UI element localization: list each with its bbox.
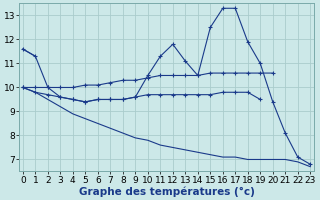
X-axis label: Graphe des températures (°c): Graphe des températures (°c) — [79, 186, 254, 197]
